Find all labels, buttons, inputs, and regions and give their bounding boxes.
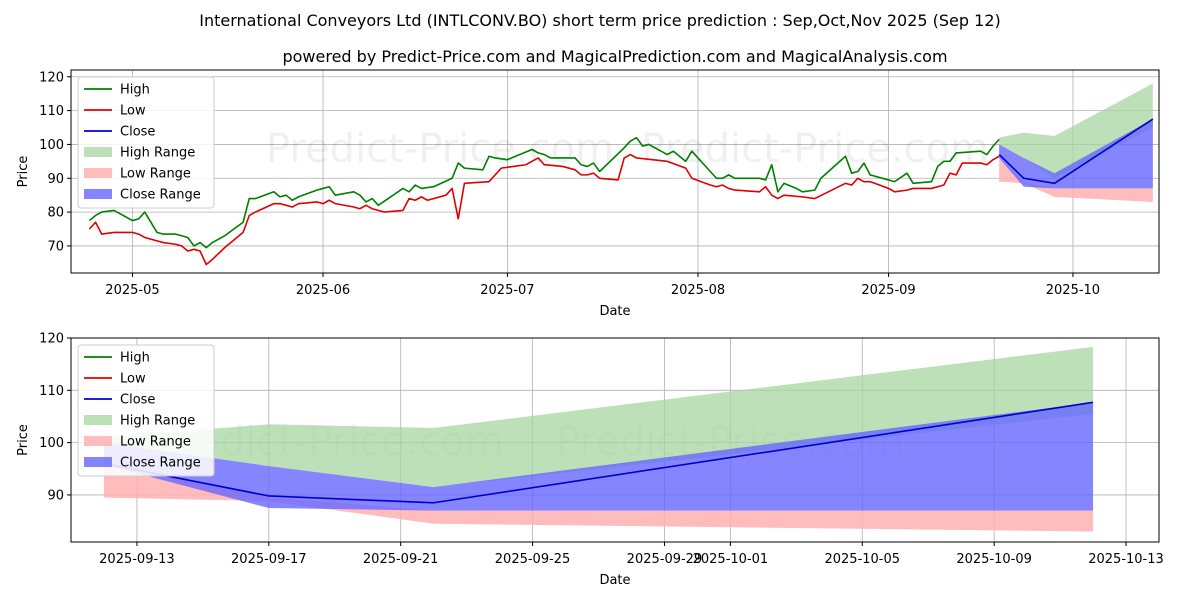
x-tick-label: 2025-10-01	[693, 552, 769, 567]
x-tick-label: 2025-05	[105, 283, 159, 298]
x-tick-label: 2025-09-25	[495, 552, 571, 567]
x-tick-label: 2025-08	[671, 283, 725, 298]
chart-title: International Conveyors Ltd (INTLCONV.BO…	[199, 11, 1000, 30]
low-range-band	[103, 460, 1094, 532]
legend-label: High Range	[120, 146, 195, 161]
plot-area: Predict-Price.com Predict-Price.comPredic…	[71, 70, 1159, 273]
y-tick-label: 110	[39, 104, 64, 119]
y-tick-label: 110	[39, 384, 64, 399]
x-axis-label: Date	[599, 304, 630, 319]
x-tick-label: 2025-10-13	[1088, 552, 1164, 567]
watermark: Predict-Price.com	[641, 126, 989, 172]
high-range-band	[999, 83, 1153, 179]
legend-swatch-patch	[84, 168, 112, 178]
y-tick-label: 90	[47, 488, 64, 503]
x-tick-label: 2025-07	[480, 283, 534, 298]
legend: High Low Close High Range Low Range Close Ran…	[77, 76, 215, 209]
y-tick-label: 120	[39, 70, 64, 85]
legend-label: Low Range	[120, 435, 191, 450]
close-line	[103, 401, 1094, 504]
y-tick-label: 90	[47, 172, 64, 187]
legend-label: Low	[120, 372, 146, 387]
legend-label: High	[120, 83, 150, 98]
x-tick-label: 2025-10-05	[824, 552, 900, 567]
x-tick-label: 2025-10	[1046, 283, 1100, 298]
legend-swatch-patch	[84, 189, 112, 199]
x-tick-label: 2025-09-13	[99, 552, 175, 567]
chart-subtitle: powered by Predict-Price.com and Magical…	[282, 47, 947, 66]
high-range-band	[103, 346, 1094, 488]
y-tick-label: 100	[39, 138, 64, 153]
legend-label: Close Range	[120, 188, 201, 203]
y-tick-label: 100	[39, 436, 64, 451]
x-axis-label: Date	[599, 573, 630, 588]
legend-label: High	[120, 351, 150, 366]
high-line	[88, 136, 1000, 249]
x-tick-label: 2025-09	[861, 283, 915, 298]
legend-label: Close	[120, 393, 155, 408]
y-axis-label: Price	[16, 156, 31, 188]
close-range-band	[999, 119, 1153, 189]
legend: High Low Close High Range Low Range Close Ran…	[77, 344, 215, 477]
x-tick-label: 2025-09-21	[363, 552, 439, 567]
history-panel: Predict-Price.com Predict-Price.comPredic…	[16, 69, 1160, 319]
y-tick-label: 70	[47, 239, 64, 254]
legend-swatch-patch	[84, 436, 112, 446]
close-range-band	[103, 402, 1094, 511]
y-tick-label: 80	[47, 206, 64, 221]
legend-swatch-patch	[84, 457, 112, 467]
legend-label: Close	[120, 125, 155, 140]
y-tick-label: 120	[39, 332, 64, 347]
y-axis-label: Price	[16, 424, 31, 456]
legend-swatch-patch	[84, 415, 112, 425]
low-range-band	[999, 157, 1153, 202]
x-tick-label: 2025-09-29	[627, 552, 703, 567]
legend-label: Close Range	[120, 456, 201, 471]
close-line	[998, 118, 1154, 185]
legend-label: High Range	[120, 414, 195, 429]
plot-frame	[70, 337, 1160, 543]
legend-label: Low	[120, 104, 146, 119]
legend-swatch-patch	[84, 147, 112, 157]
low-line	[88, 153, 1000, 266]
watermark: Predict-Price.com	[266, 126, 614, 172]
x-tick-label: 2025-06	[296, 283, 350, 298]
x-tick-label: 2025-10-09	[956, 552, 1032, 567]
x-tick-label: 2025-09-17	[231, 552, 307, 567]
legend-label: Low Range	[120, 167, 191, 182]
plot-frame	[70, 69, 1160, 274]
